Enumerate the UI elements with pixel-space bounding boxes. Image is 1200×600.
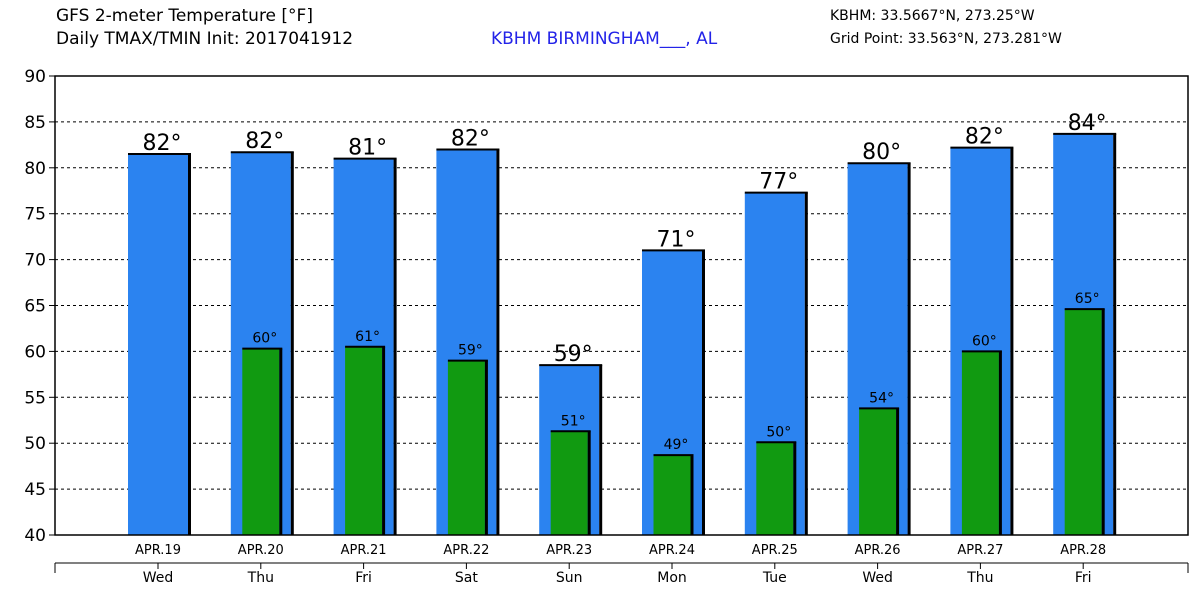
tmin-label: 60° xyxy=(972,333,997,349)
tmin-bar xyxy=(653,455,691,535)
tmax-bar-shadow xyxy=(907,163,911,535)
tmin-bar xyxy=(961,351,999,535)
tmax-label: 77° xyxy=(759,170,798,195)
tmin-bar-shadow xyxy=(382,346,386,535)
tmax-label: 81° xyxy=(348,136,387,161)
x-date-label: APR.23 xyxy=(546,543,592,558)
y-tick-label: 40 xyxy=(24,526,46,546)
tmax-bar-shadow xyxy=(188,154,191,535)
station-coordinates: KBHM: 33.5667°N, 273.25°W xyxy=(830,8,1035,24)
tmin-label: 54° xyxy=(869,390,894,406)
y-tick-label: 60 xyxy=(24,342,46,362)
x-day-label: Thu xyxy=(966,570,993,586)
tmin-bar-shadow xyxy=(793,442,797,535)
tmin-label: 49° xyxy=(664,437,689,453)
tmax-label: 82° xyxy=(245,129,284,154)
x-date-label: APR.20 xyxy=(238,543,284,558)
tmax-label: 82° xyxy=(965,125,1004,150)
tmin-bar-shadow xyxy=(998,351,1002,535)
tmax-bar-shadow xyxy=(1010,147,1014,535)
x-day-label: Mon xyxy=(657,570,687,586)
x-day-label: Tue xyxy=(762,570,787,586)
tmin-bar-shadow xyxy=(484,360,488,535)
x-day-label: Thu xyxy=(247,570,274,586)
tmax-label: 71° xyxy=(657,227,696,252)
tmin-bar xyxy=(242,348,280,535)
x-day-label: Fri xyxy=(355,570,372,586)
tmax-bar-shadow xyxy=(393,158,397,535)
tmax-bar-shadow xyxy=(702,250,705,536)
tmin-label: 59° xyxy=(458,343,483,359)
tmax-bar-shadow xyxy=(290,152,294,535)
tmin-bar-shadow xyxy=(690,455,694,535)
chart-subtitle: Daily TMAX/TMIN Init: 2017041912 xyxy=(56,29,354,49)
y-tick-label: 65 xyxy=(24,297,46,317)
y-tick-label: 55 xyxy=(24,388,46,408)
tmin-label: 65° xyxy=(1075,291,1100,307)
x-date-label: APR.26 xyxy=(855,543,901,558)
y-tick-label: 85 xyxy=(24,113,46,133)
tmin-label: 61° xyxy=(355,329,380,345)
y-tick-label: 45 xyxy=(24,480,46,500)
x-date-label: APR.25 xyxy=(752,543,798,558)
y-tick-label: 50 xyxy=(24,434,46,454)
x-day-label: Sun xyxy=(556,570,583,586)
x-date-label: APR.21 xyxy=(341,543,387,558)
tmin-bar-shadow xyxy=(896,408,900,535)
tmax-bar-shadow xyxy=(1113,133,1117,536)
tmin-bar xyxy=(756,442,794,535)
x-date-label: APR.24 xyxy=(649,543,695,558)
x-date-label: APR.28 xyxy=(1060,543,1106,558)
tmin-bar-shadow xyxy=(587,431,591,535)
tmax-label: 82° xyxy=(451,126,490,151)
tmin-label: 50° xyxy=(766,424,791,440)
tmin-bar xyxy=(447,360,485,535)
y-tick-label: 90 xyxy=(24,67,46,87)
tmax-bar-shadow xyxy=(804,192,808,535)
tmin-bar xyxy=(550,431,588,535)
y-tick-label: 80 xyxy=(24,159,46,179)
x-day-label: Wed xyxy=(862,570,893,586)
tmin-label: 60° xyxy=(252,331,277,347)
tmax-label: 84° xyxy=(1068,111,1107,136)
grid-point-coordinates: Grid Point: 33.563°N, 273.281°W xyxy=(830,31,1062,47)
tmax-bar-shadow xyxy=(496,149,500,535)
tmax-label: 82° xyxy=(143,131,182,156)
y-tick-label: 70 xyxy=(24,251,46,271)
x-day-label: Fri xyxy=(1075,570,1092,586)
tmax-bar xyxy=(128,154,188,535)
tmax-label: 80° xyxy=(862,140,901,165)
tmin-bar xyxy=(1064,309,1102,535)
x-date-label: APR.19 xyxy=(135,543,181,558)
station-name: KBHM BIRMINGHAM___, AL xyxy=(491,29,718,49)
tmin-bar-shadow xyxy=(1101,309,1105,535)
tmax-bar-shadow xyxy=(599,365,603,535)
chart-title: GFS 2-meter Temperature [°F] xyxy=(56,6,313,26)
tmax-label: 59° xyxy=(554,342,593,367)
plot-frame xyxy=(54,75,1189,536)
tmin-label: 51° xyxy=(561,413,586,429)
y-tick-label: 75 xyxy=(24,205,46,225)
x-day-label: Sat xyxy=(455,570,478,586)
x-date-label: APR.27 xyxy=(957,543,1003,558)
tmin-bar-shadow xyxy=(279,348,283,535)
x-day-label: Wed xyxy=(143,570,174,586)
tmin-bar xyxy=(859,408,897,535)
x-date-label: APR.22 xyxy=(443,543,489,558)
tmin-bar xyxy=(345,346,383,535)
